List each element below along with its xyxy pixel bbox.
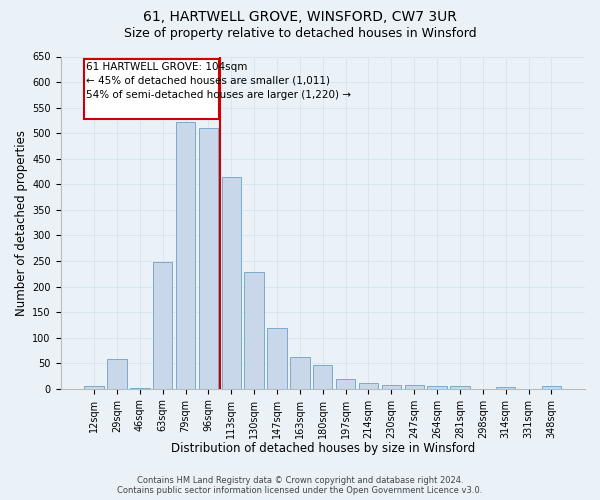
Bar (290, 356, 310, 388)
Bar (221, 176, 241, 388)
Bar (450, 386, 470, 388)
Bar (427, 386, 447, 388)
Bar (382, 384, 401, 388)
Bar (268, 328, 287, 388)
Bar (176, 122, 195, 388)
Bar (404, 385, 424, 388)
Bar (244, 272, 264, 388)
Bar (107, 359, 127, 388)
Text: 61, HARTWELL GROVE, WINSFORD, CW7 3UR: 61, HARTWELL GROVE, WINSFORD, CW7 3UR (143, 10, 457, 24)
Bar (199, 128, 218, 388)
Bar (336, 378, 355, 388)
Bar (542, 386, 561, 388)
X-axis label: Distribution of detached houses by size in Winsford: Distribution of detached houses by size … (170, 442, 475, 455)
Bar (496, 387, 515, 388)
Bar (359, 382, 378, 388)
FancyBboxPatch shape (84, 59, 219, 119)
Text: 61 HARTWELL GROVE: 104sqm
← 45% of detached houses are smaller (1,011)
54% of se: 61 HARTWELL GROVE: 104sqm ← 45% of detac… (86, 62, 351, 100)
Bar (85, 386, 104, 388)
Bar (313, 364, 332, 388)
Bar (153, 262, 172, 388)
Y-axis label: Number of detached properties: Number of detached properties (15, 130, 28, 316)
Text: Contains HM Land Registry data © Crown copyright and database right 2024.
Contai: Contains HM Land Registry data © Crown c… (118, 476, 482, 495)
Text: Size of property relative to detached houses in Winsford: Size of property relative to detached ho… (124, 28, 476, 40)
